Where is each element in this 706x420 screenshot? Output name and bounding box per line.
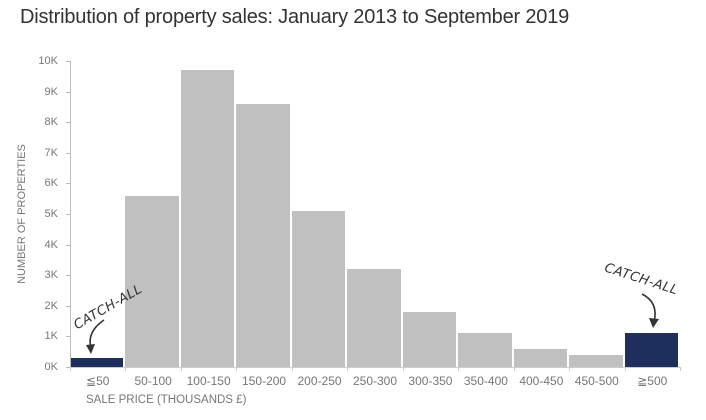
y-axis-line <box>70 61 71 367</box>
y-tick-mark <box>66 275 70 277</box>
x-tick-mark <box>70 367 71 371</box>
x-tick-label: 250-300 <box>352 374 398 388</box>
x-tick-mark <box>569 367 571 371</box>
y-tick-mark <box>66 214 70 215</box>
x-axis-label: SALE PRICE (THOUSANDS £) <box>86 394 247 406</box>
x-tick-mark <box>458 367 460 371</box>
x-tick-label: 50-100 <box>134 374 172 388</box>
y-axis-label: NUMBER OF PROPERTIES <box>16 144 28 284</box>
x-tick-mark <box>236 367 238 371</box>
x-tick-label: 400-450 <box>519 374 564 388</box>
x-tick-label: 450-500 <box>574 374 619 388</box>
x-tick-mark <box>347 367 349 371</box>
x-tick-label: 350-400 <box>463 374 508 388</box>
y-tick-mark <box>66 91 70 93</box>
arrow-icon <box>86 319 105 354</box>
y-tick-label: 1K <box>44 330 58 343</box>
y-tick-mark <box>66 152 70 154</box>
bar-150-200 <box>236 103 292 367</box>
y-tick-label: 3K <box>44 269 58 282</box>
x-tick-mark <box>291 367 293 371</box>
bar-300-350 <box>402 311 459 367</box>
x-tick-label: 200-250 <box>297 374 342 388</box>
bar-450-500 <box>569 354 625 367</box>
y-tick-mark <box>66 183 70 185</box>
y-tick-mark <box>66 244 70 246</box>
bar-400-450 <box>513 348 570 367</box>
x-tick-mark <box>180 367 182 371</box>
y-tick-label: 0K <box>44 361 58 373</box>
x-tick-label: 150-200 <box>242 374 287 388</box>
x-tick-mark <box>125 367 127 371</box>
arrow-icon <box>641 293 659 328</box>
bar-250-300 <box>347 269 403 367</box>
y-tick-label: 8K <box>44 116 58 129</box>
bar-50-100 <box>125 195 181 367</box>
x-tick-mark <box>624 367 626 371</box>
bar-≦50 <box>70 357 126 367</box>
y-tick-mark <box>66 367 70 368</box>
bar-100-150 <box>180 70 237 367</box>
x-tick-mark <box>680 367 681 371</box>
y-tick-mark <box>66 305 70 307</box>
y-tick-label: 7K <box>44 146 58 159</box>
y-tick-mark <box>66 61 70 62</box>
bar-≧500 <box>624 333 680 367</box>
x-tick-mark <box>402 367 404 371</box>
x-tick-mark <box>513 367 515 371</box>
bar-350-400 <box>458 333 514 367</box>
x-tick-label: ≧500 <box>637 374 668 388</box>
y-tick-label: 10K <box>38 55 58 67</box>
y-tick-label: 4K <box>44 238 58 251</box>
x-axis-line <box>70 367 680 368</box>
x-tick-label: ≦50 <box>86 374 110 388</box>
chart-title: Distribution of property sales: January … <box>20 6 570 28</box>
y-tick-label: 9K <box>44 85 58 98</box>
bar-200-250 <box>291 210 348 367</box>
y-tick-label: 5K <box>44 208 58 220</box>
y-tick-label: 2K <box>44 299 58 312</box>
x-tick-label: 300-350 <box>408 374 453 388</box>
x-tick-label: 100-150 <box>186 374 231 388</box>
plot-area <box>70 61 680 367</box>
y-tick-label: 6K <box>44 177 58 190</box>
y-tick-mark <box>66 122 70 124</box>
y-tick-mark <box>66 336 70 338</box>
